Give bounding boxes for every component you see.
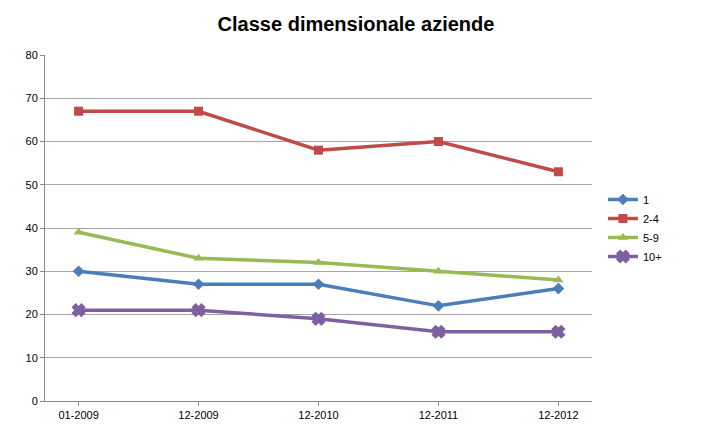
svg-text:2-4: 2-4: [643, 213, 659, 225]
svg-text:1: 1: [643, 194, 649, 206]
svg-text:50: 50: [26, 179, 38, 191]
svg-text:10+: 10+: [643, 251, 662, 263]
svg-text:0: 0: [32, 395, 38, 407]
svg-text:30: 30: [26, 265, 38, 277]
svg-text:20: 20: [26, 308, 38, 320]
svg-text:12-2012: 12-2012: [538, 409, 578, 421]
svg-text:5-9: 5-9: [643, 232, 659, 244]
svg-text:70: 70: [26, 92, 38, 104]
svg-text:80: 80: [26, 49, 38, 61]
svg-text:12-2009: 12-2009: [178, 409, 218, 421]
svg-text:60: 60: [26, 135, 38, 147]
svg-text:12-2011: 12-2011: [419, 409, 459, 421]
svg-text:01-2009: 01-2009: [58, 409, 98, 421]
svg-text:40: 40: [26, 222, 38, 234]
svg-text:12-2010: 12-2010: [298, 409, 338, 421]
svg-text:10: 10: [26, 352, 38, 364]
svg-text:Classe dimensionale aziende: Classe dimensionale aziende: [218, 13, 495, 35]
